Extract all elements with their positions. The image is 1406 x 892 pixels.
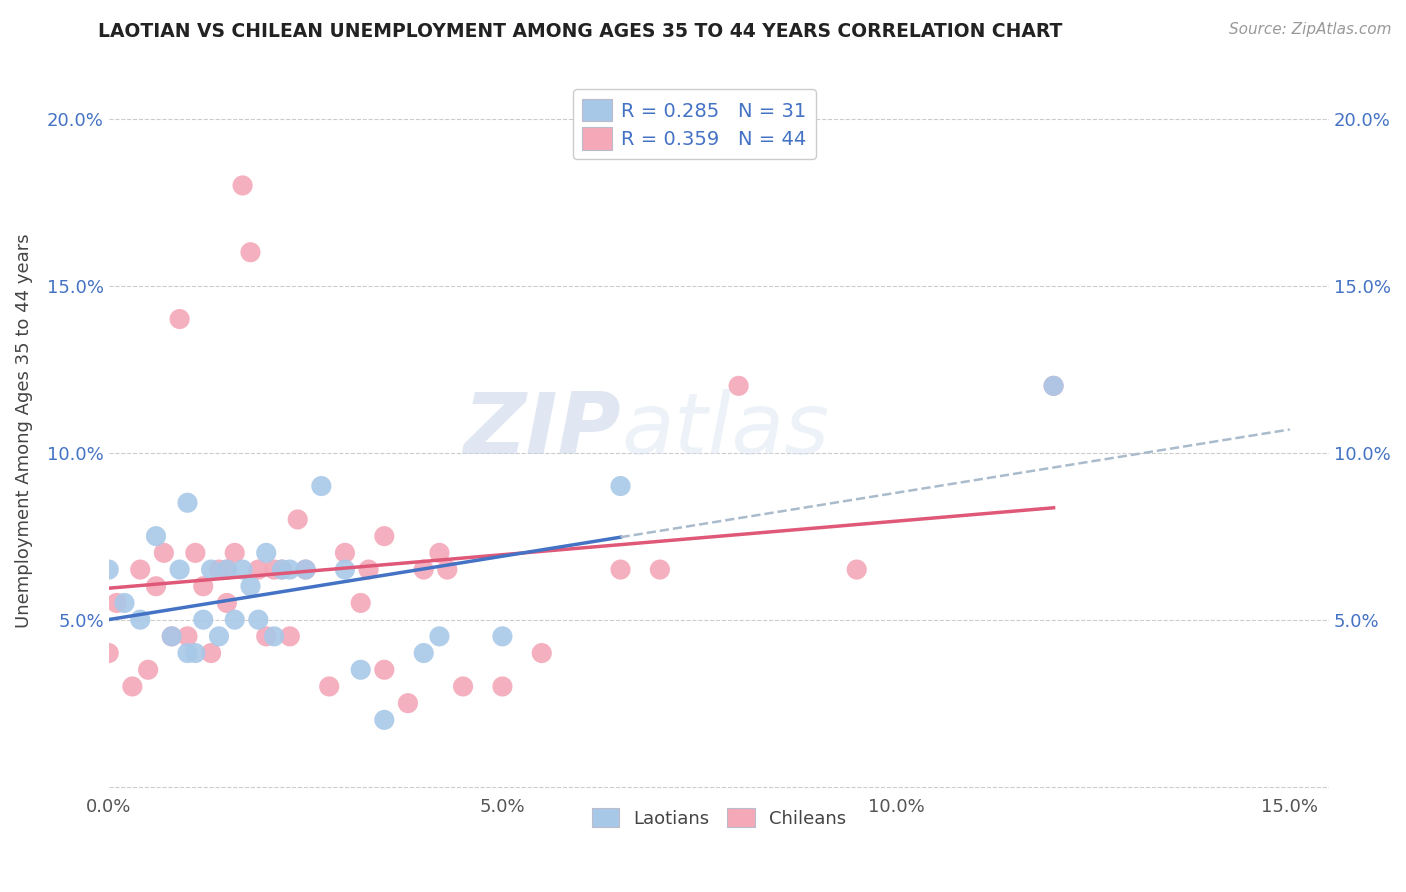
Legend: Laotians, Chileans: Laotians, Chileans bbox=[585, 801, 853, 835]
Text: LAOTIAN VS CHILEAN UNEMPLOYMENT AMONG AGES 35 TO 44 YEARS CORRELATION CHART: LAOTIAN VS CHILEAN UNEMPLOYMENT AMONG AG… bbox=[98, 22, 1063, 41]
Point bbox=[160, 629, 183, 643]
Text: ZIP: ZIP bbox=[464, 390, 621, 473]
Point bbox=[271, 563, 294, 577]
Point bbox=[208, 563, 231, 577]
Point bbox=[176, 646, 198, 660]
Text: atlas: atlas bbox=[621, 390, 830, 473]
Point bbox=[208, 629, 231, 643]
Point bbox=[193, 613, 215, 627]
Point bbox=[247, 563, 270, 577]
Point bbox=[491, 629, 513, 643]
Point bbox=[271, 563, 294, 577]
Point bbox=[412, 563, 434, 577]
Point bbox=[184, 546, 207, 560]
Point bbox=[609, 563, 631, 577]
Point bbox=[247, 613, 270, 627]
Point bbox=[160, 629, 183, 643]
Point bbox=[278, 563, 301, 577]
Point bbox=[350, 596, 373, 610]
Point bbox=[412, 646, 434, 660]
Point bbox=[224, 613, 246, 627]
Point bbox=[129, 613, 152, 627]
Point bbox=[145, 579, 167, 593]
Point bbox=[239, 579, 262, 593]
Point bbox=[609, 479, 631, 493]
Point bbox=[287, 512, 309, 526]
Point bbox=[105, 596, 128, 610]
Point bbox=[215, 596, 238, 610]
Point bbox=[436, 563, 458, 577]
Point bbox=[373, 529, 395, 543]
Point bbox=[97, 563, 120, 577]
Point bbox=[350, 663, 373, 677]
Point bbox=[239, 245, 262, 260]
Point bbox=[97, 646, 120, 660]
Point bbox=[1042, 379, 1064, 393]
Point bbox=[263, 563, 285, 577]
Point bbox=[153, 546, 176, 560]
Point bbox=[121, 680, 143, 694]
Point bbox=[184, 646, 207, 660]
Point bbox=[254, 546, 277, 560]
Point bbox=[333, 546, 356, 560]
Point bbox=[193, 579, 215, 593]
Point bbox=[263, 629, 285, 643]
Point bbox=[396, 696, 419, 710]
Point bbox=[491, 680, 513, 694]
Point bbox=[451, 680, 474, 694]
Point bbox=[357, 563, 380, 577]
Point bbox=[224, 546, 246, 560]
Point bbox=[333, 563, 356, 577]
Point bbox=[114, 596, 136, 610]
Point bbox=[169, 563, 191, 577]
Point bbox=[373, 713, 395, 727]
Point bbox=[311, 479, 333, 493]
Point bbox=[129, 563, 152, 577]
Point bbox=[294, 563, 316, 577]
Point bbox=[294, 563, 316, 577]
Point bbox=[215, 563, 238, 577]
Point bbox=[648, 563, 671, 577]
Point bbox=[845, 563, 868, 577]
Point bbox=[254, 629, 277, 643]
Point bbox=[278, 629, 301, 643]
Point bbox=[429, 629, 451, 643]
Text: Source: ZipAtlas.com: Source: ZipAtlas.com bbox=[1229, 22, 1392, 37]
Point bbox=[200, 646, 222, 660]
Point bbox=[530, 646, 553, 660]
Point bbox=[215, 563, 238, 577]
Point bbox=[429, 546, 451, 560]
Y-axis label: Unemployment Among Ages 35 to 44 years: Unemployment Among Ages 35 to 44 years bbox=[15, 234, 32, 628]
Point bbox=[232, 178, 254, 193]
Point bbox=[318, 680, 340, 694]
Point bbox=[727, 379, 749, 393]
Point bbox=[373, 663, 395, 677]
Point bbox=[200, 563, 222, 577]
Point bbox=[145, 529, 167, 543]
Point bbox=[176, 496, 198, 510]
Point bbox=[169, 312, 191, 326]
Point bbox=[136, 663, 159, 677]
Point bbox=[176, 629, 198, 643]
Point bbox=[232, 563, 254, 577]
Point bbox=[1042, 379, 1064, 393]
